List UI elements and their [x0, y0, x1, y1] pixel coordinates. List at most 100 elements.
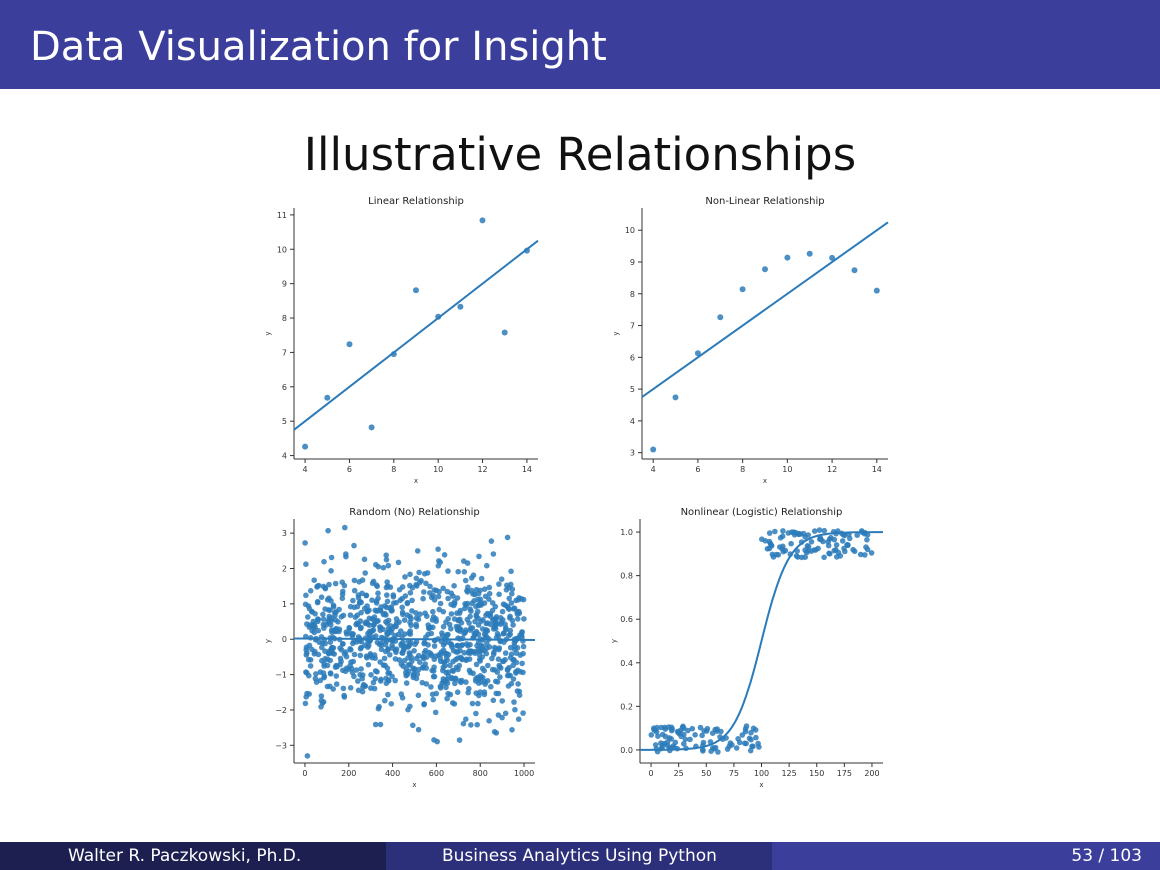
data-point	[346, 625, 353, 632]
chart-title: Nonlinear (Logistic) Relationship	[681, 507, 843, 518]
data-point	[330, 686, 337, 692]
data-point	[515, 597, 522, 603]
data-point	[452, 680, 458, 687]
data-point	[372, 675, 379, 682]
data-point	[469, 625, 476, 631]
data-point	[377, 721, 384, 728]
data-point	[463, 627, 469, 633]
data-point	[762, 266, 768, 273]
data-point	[506, 672, 512, 679]
y-tick-label: 7	[630, 322, 635, 331]
x-axis-label: x	[763, 477, 767, 485]
data-point	[497, 615, 504, 621]
data-point	[328, 622, 334, 628]
data-point	[305, 603, 312, 609]
data-point	[448, 611, 455, 617]
data-point	[664, 739, 671, 745]
y-tick-label: 9	[282, 280, 287, 289]
data-point	[409, 597, 415, 604]
data-point	[516, 610, 523, 617]
data-point	[440, 664, 447, 671]
data-point	[443, 669, 450, 676]
data-point	[413, 655, 420, 662]
data-point	[302, 700, 309, 707]
data-point	[361, 556, 368, 563]
data-point	[458, 679, 464, 686]
data-point	[311, 577, 318, 583]
data-point	[445, 690, 451, 697]
x-tick-label: 10	[782, 465, 792, 474]
data-point	[654, 724, 660, 731]
x-tick-label: 100	[754, 769, 769, 778]
data-point	[337, 655, 344, 662]
data-point	[372, 668, 379, 674]
y-tick-label: 1.0	[620, 528, 633, 537]
data-point	[464, 589, 471, 595]
data-point	[318, 693, 325, 699]
data-point	[430, 696, 437, 703]
data-point	[490, 551, 497, 557]
data-point	[303, 652, 310, 658]
x-axis-label: x	[414, 477, 418, 485]
y-tick-label: −2	[275, 706, 287, 715]
data-point	[374, 618, 380, 625]
data-point	[430, 592, 437, 599]
x-tick-label: 0	[648, 769, 653, 778]
data-point	[496, 591, 502, 598]
data-point	[302, 443, 309, 450]
data-point	[413, 610, 419, 616]
data-point	[346, 341, 353, 348]
data-point	[854, 532, 860, 538]
data-point	[475, 700, 481, 707]
data-point	[311, 629, 318, 636]
x-tick-label: 150	[809, 769, 824, 778]
footer-page-number: 53 / 103	[1071, 846, 1142, 866]
data-point	[508, 680, 515, 687]
y-tick-label: 0.0	[620, 746, 633, 755]
data-point	[803, 549, 810, 556]
data-point	[322, 585, 329, 592]
data-point	[368, 672, 374, 678]
data-point	[431, 643, 438, 649]
header-title: Data Visualization for Insight	[30, 24, 607, 70]
data-point	[383, 619, 389, 625]
data-point	[841, 532, 848, 539]
data-point	[699, 732, 705, 739]
data-point	[451, 583, 457, 589]
data-point	[833, 542, 840, 548]
data-point	[687, 736, 693, 743]
slide-header: Data Visualization for Insight	[0, 0, 1160, 89]
data-point	[343, 629, 350, 635]
data-point	[433, 587, 440, 594]
data-point	[370, 622, 377, 628]
data-point	[490, 651, 497, 658]
y-tick-label: 1	[282, 600, 287, 609]
data-point	[461, 558, 467, 564]
data-point	[369, 597, 375, 603]
y-tick-label: 0.6	[620, 615, 633, 624]
data-point	[380, 564, 387, 571]
x-tick-label: 6	[347, 465, 352, 474]
data-point	[351, 542, 357, 549]
data-point	[700, 739, 707, 746]
data-point	[486, 590, 493, 597]
data-point	[483, 629, 489, 636]
data-point	[453, 664, 460, 671]
data-point	[370, 627, 377, 633]
data-point	[497, 674, 503, 680]
data-point	[407, 571, 413, 578]
x-tick-label: 125	[781, 769, 796, 778]
data-point	[766, 530, 773, 536]
data-point	[362, 570, 369, 576]
data-point	[811, 547, 817, 553]
data-point	[697, 724, 704, 731]
data-point	[387, 652, 393, 658]
data-point	[665, 724, 672, 730]
data-point	[463, 716, 469, 722]
data-point	[504, 582, 510, 589]
data-point	[375, 595, 381, 602]
data-point	[421, 639, 428, 646]
data-point	[520, 643, 527, 650]
x-tick-label: 10	[433, 465, 443, 474]
data-point	[816, 527, 823, 533]
